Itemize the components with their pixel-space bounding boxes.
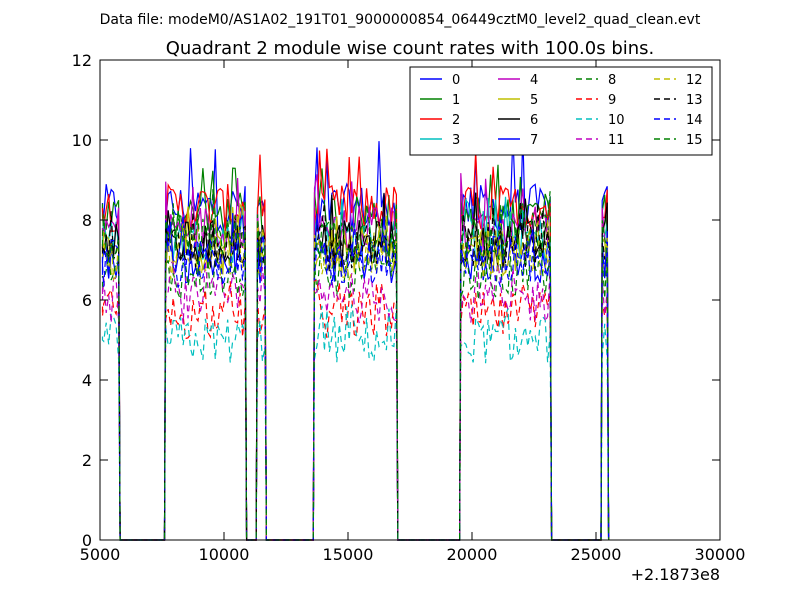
legend-label-2: 2	[452, 113, 460, 128]
series-line-12	[101, 214, 610, 541]
series-line-9	[101, 279, 610, 541]
legend-label-6: 6	[530, 113, 538, 128]
x-tick-label: 10000	[199, 545, 250, 564]
series-line-13	[101, 201, 610, 541]
legend-label-1: 1	[452, 93, 460, 108]
legend-label-8: 8	[608, 73, 616, 88]
legend-label-15: 15	[686, 133, 703, 148]
y-tick-label: 8	[82, 211, 92, 230]
series-line-11	[101, 259, 610, 541]
legend-label-3: 3	[452, 133, 460, 148]
legend-label-7: 7	[530, 133, 538, 148]
chart-title: Quadrant 2 module wise count rates with …	[166, 38, 655, 59]
series-line-15	[101, 189, 610, 541]
legend-label-11: 11	[608, 133, 625, 148]
series-line-8	[101, 238, 610, 541]
legend-box	[409, 66, 713, 156]
x-offset-label: +2.1873e8	[631, 565, 720, 584]
x-tick-label: 5000	[80, 545, 121, 564]
x-tick-label: 30000	[695, 545, 746, 564]
x-tick-label: 15000	[323, 545, 374, 564]
y-tick-label: 12	[72, 51, 92, 70]
series-line-10	[101, 304, 610, 541]
series-layer	[101, 132, 610, 541]
chart-suptitle: Data file: modeM0/AS1A02_191T01_90000008…	[100, 12, 701, 28]
x-tick-label: 20000	[447, 545, 498, 564]
legend-label-12: 12	[686, 73, 703, 88]
y-tick-label: 10	[72, 131, 92, 150]
series-line-0	[101, 132, 610, 541]
series-line-2	[101, 148, 610, 541]
series-line-14	[101, 221, 610, 541]
legend-label-0: 0	[452, 73, 460, 88]
legend-label-14: 14	[686, 113, 703, 128]
legend-label-4: 4	[530, 73, 538, 88]
y-tick-label: 2	[82, 451, 92, 470]
y-tick-label: 4	[82, 371, 92, 390]
legend-label-9: 9	[608, 93, 616, 108]
y-tick-label: 0	[82, 531, 92, 550]
legend-label-5: 5	[530, 93, 538, 108]
series-line-4	[101, 173, 610, 541]
y-tick-label: 6	[82, 291, 92, 310]
legend-label-13: 13	[686, 93, 703, 108]
legend-label-10: 10	[608, 113, 625, 128]
x-tick-label: 25000	[571, 545, 622, 564]
